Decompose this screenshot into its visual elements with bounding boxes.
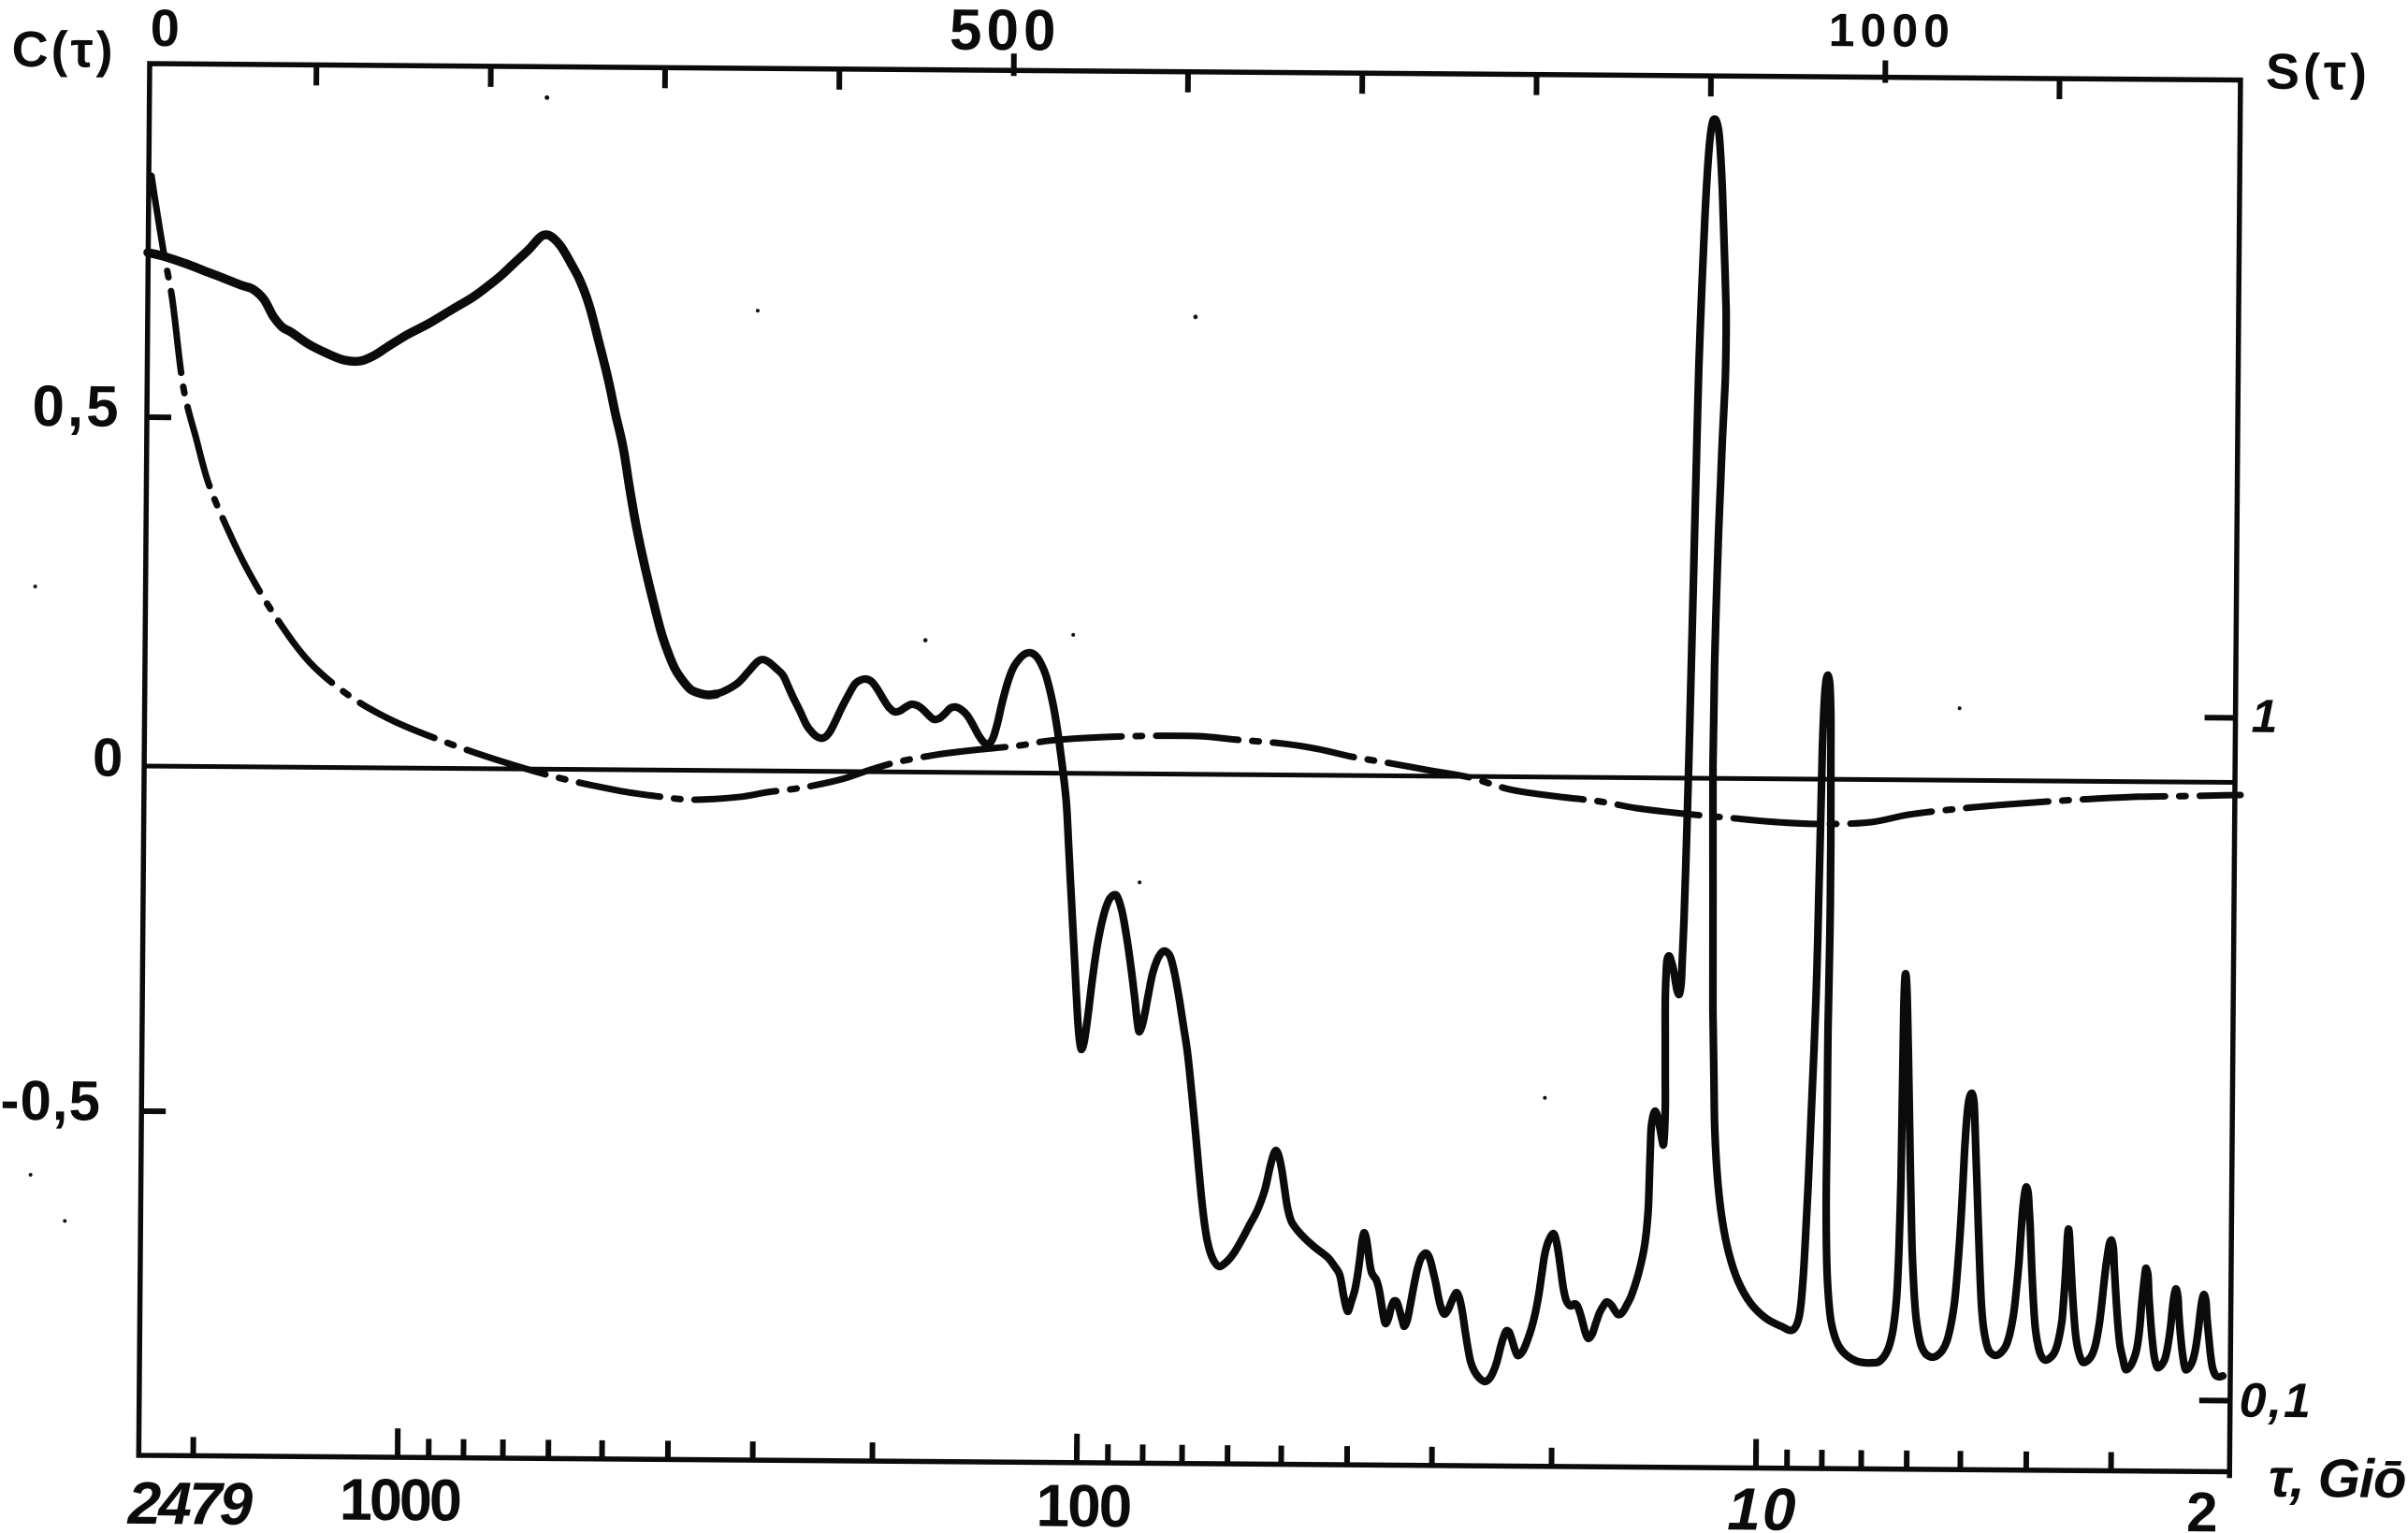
svg-text:500: 500 [950, 0, 1061, 64]
svg-text:2479: 2479 [126, 1469, 253, 1533]
svg-text:0: 0 [93, 728, 123, 788]
svg-text:100: 100 [1036, 1471, 1130, 1533]
svg-text:2: 2 [2186, 1481, 2218, 1533]
svg-text:0: 0 [150, 0, 180, 57]
svg-text:1000: 1000 [340, 1468, 461, 1533]
svg-text:τ, Giō: τ, Giō [2269, 1448, 2406, 1510]
svg-text:0,1: 0,1 [2239, 1374, 2313, 1429]
svg-text:0,5: 0,5 [32, 374, 122, 440]
svg-text:10: 10 [1727, 1475, 1798, 1533]
svg-text:C(τ): C(τ) [11, 22, 116, 79]
svg-text:S(τ): S(τ) [2266, 44, 2372, 101]
svg-text:1000: 1000 [1829, 4, 1956, 57]
svg-text:-0,5: -0,5 [0, 1069, 101, 1133]
svg-text:1: 1 [2251, 690, 2277, 743]
